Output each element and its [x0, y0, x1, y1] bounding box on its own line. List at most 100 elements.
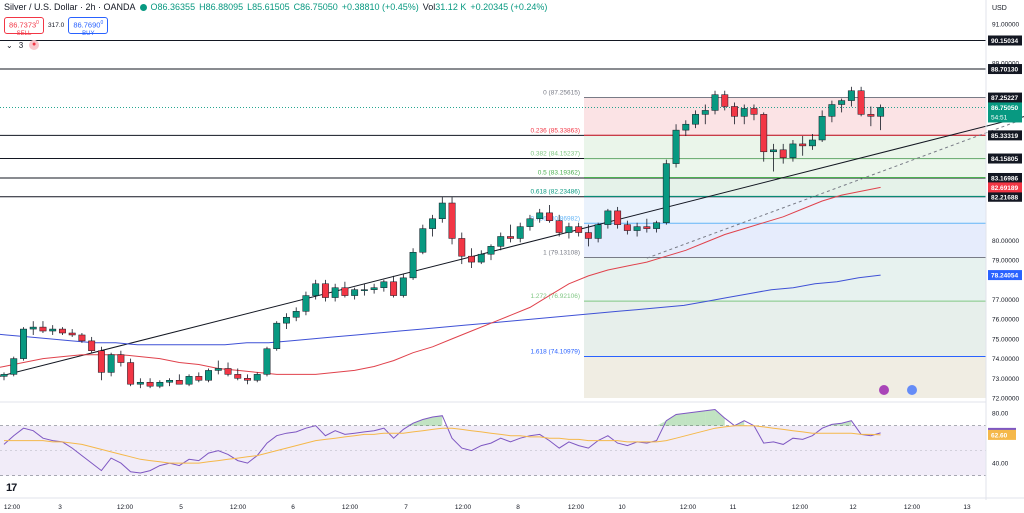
candle-body — [331, 287, 339, 298]
candle-body — [526, 218, 534, 227]
price-tag-label: 78.24054 — [991, 273, 1018, 280]
rsi-overbought-fill — [841, 420, 852, 426]
time-tick-label: 3 — [58, 504, 62, 511]
candle-body — [351, 289, 359, 296]
price-tick-label: 76.00000 — [992, 317, 1019, 324]
rsi-tick-label: 80.00 — [992, 411, 1009, 418]
rsi-ma-line — [4, 425, 881, 464]
candle-body — [205, 370, 212, 381]
buy-price: 86.7690 — [73, 20, 101, 30]
candle-body — [623, 224, 631, 231]
candle-body — [214, 368, 222, 371]
level-tag — [988, 130, 1022, 141]
level-tag-label: 84.15805 — [991, 156, 1018, 163]
candle-body — [429, 218, 437, 229]
sell-label: SELL — [16, 30, 32, 37]
symbol-title[interactable]: Silver / U.S. Dollar · 2h · OANDA — [4, 2, 136, 12]
price-tick-label: 79.00000 — [992, 258, 1019, 265]
buy-price-sup: 0 — [100, 20, 104, 26]
candle-body — [283, 316, 290, 324]
candle-body — [136, 381, 144, 385]
fib-level-label: 1.272 (76.92106) — [530, 293, 580, 300]
time-tick-label: 12:00 — [792, 504, 809, 511]
buy-button[interactable]: 86.76900 BUY — [68, 17, 109, 37]
price-tick-label: 91.00000 — [992, 21, 1019, 28]
misc-icons — [879, 385, 917, 395]
candle-body — [750, 108, 758, 115]
rsi-overbought-fill — [715, 409, 725, 426]
candle-body — [68, 332, 76, 336]
fib-zone — [584, 196, 986, 224]
fib-zone — [584, 97, 986, 136]
price-tag — [988, 92, 1022, 103]
candle-body — [877, 107, 885, 117]
price-tick-label: 77.00000 — [992, 297, 1019, 304]
fib-level-label: 0.236 (85.33863) — [530, 127, 580, 134]
candle-body — [321, 283, 329, 298]
candle-body — [302, 295, 310, 312]
fib-level-label: 0.5 (83.19362) — [538, 170, 580, 177]
fib-zone — [584, 177, 986, 197]
rsi-overbought-fill — [676, 413, 686, 426]
candle-body — [29, 326, 37, 330]
candle-body — [760, 114, 768, 153]
candle-body — [487, 246, 495, 255]
level-tag — [988, 64, 1022, 75]
candle-body — [409, 251, 417, 279]
time-tick-label: 12:00 — [4, 504, 21, 511]
indicators-toggle[interactable]: ⌄ 3 ● — [6, 40, 40, 50]
time-tick-label: 5 — [179, 504, 183, 511]
candle-body — [370, 287, 378, 290]
spread-value: 317.0 — [48, 22, 65, 29]
candle-body — [779, 149, 787, 158]
candle-body — [662, 163, 670, 223]
fib-level-label: 1.618 (74.10979) — [530, 348, 580, 355]
candle-body — [58, 328, 66, 334]
candle-body — [867, 114, 875, 117]
ohlc-high: H86.88095 — [199, 2, 244, 12]
ma-blue-line — [0, 274, 881, 346]
candle-body — [390, 281, 398, 296]
candle-body — [175, 380, 183, 385]
candle-body — [438, 202, 446, 220]
rsi-overbought-fill — [695, 410, 706, 426]
candle-body — [419, 228, 427, 253]
candle-body — [555, 220, 563, 233]
candle-body — [234, 374, 242, 379]
candle-body — [818, 116, 826, 141]
level-tag — [988, 172, 1022, 183]
candle-body — [643, 226, 651, 229]
time-tick-label: 11 — [730, 504, 737, 511]
rsi-tag — [988, 429, 1016, 440]
fib-level-label: 0 (87.25615) — [543, 90, 580, 97]
rsi-overbought-fill — [685, 411, 696, 426]
price-axis: USD91.0000089.0000080.0000079.0000077.00… — [985, 0, 1022, 500]
candle-body — [448, 202, 456, 239]
candles — [0, 86, 885, 389]
candle-body — [127, 362, 135, 385]
sell-button[interactable]: 86.73730 SELL — [4, 17, 44, 37]
candle-body — [107, 354, 115, 373]
ohlc-open: O86.36355 — [150, 2, 196, 12]
market-status-icon — [139, 3, 147, 11]
rsi-tick-label: 40.00 — [992, 461, 1009, 468]
candle-body — [828, 104, 836, 117]
alert-icon[interactable]: ● — [29, 40, 40, 50]
volume-label: Vol — [422, 2, 436, 12]
candle-body — [653, 222, 661, 229]
flag-icon — [907, 385, 917, 395]
time-tick-label: 12 — [849, 504, 857, 511]
level-tag — [988, 35, 1022, 46]
candle-body — [117, 354, 125, 363]
fib-retracement-levels: 0 (87.25615) 0.236 (85.33863) 0.382 (84.15… — [530, 90, 986, 357]
fib-zone — [584, 257, 986, 302]
candle-body — [458, 238, 466, 257]
time-tick-label: 12:00 — [680, 504, 697, 511]
fib-zone — [584, 356, 986, 398]
price-tag — [988, 182, 1022, 193]
candle-body — [682, 123, 690, 131]
time-tick-label: 10 — [618, 504, 626, 511]
price-tick-label: 74.00000 — [992, 356, 1019, 363]
tradingview-logo: 17 — [6, 482, 17, 494]
